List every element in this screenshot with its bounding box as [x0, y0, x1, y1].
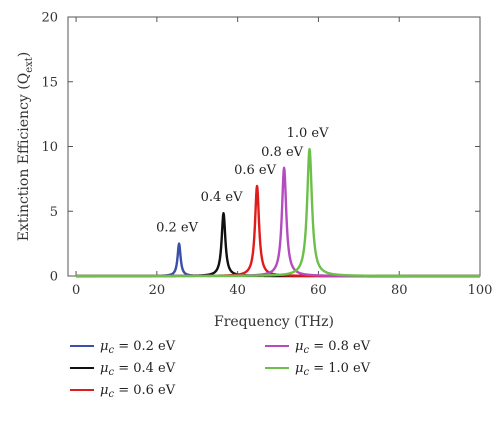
x-tick-label: 60: [310, 283, 327, 298]
legend-label: μc = 0.4 eV: [100, 361, 176, 378]
x-tick-label: 20: [149, 283, 166, 298]
y-axis-title-close: ): [16, 52, 32, 57]
legend-value: = 0.8 eV: [309, 339, 371, 354]
series-line-4: [75, 166, 481, 278]
legend-item-1: μc = 0.2 eV: [70, 339, 176, 356]
legend-sub: c: [108, 367, 114, 378]
x-tick-label: 40: [229, 283, 246, 298]
legend-item-3: μc = 0.6 eV: [70, 383, 176, 400]
series-line-5: [75, 147, 481, 278]
legend-mu: μ: [100, 339, 108, 354]
legend-mu: μ: [295, 339, 303, 354]
legend-mu: μ: [295, 361, 303, 376]
legend-value: = 0.2 eV: [114, 339, 176, 354]
legend-sub: c: [303, 367, 309, 378]
peak-label-5: 1.0 eV: [287, 126, 330, 141]
series-line-2: [75, 211, 481, 278]
peak-label-1: 0.2 eV: [156, 221, 199, 236]
legend-sub: c: [108, 345, 114, 356]
legend-item-5: μc = 1.0 eV: [265, 361, 371, 378]
legend-label: μc = 0.2 eV: [100, 339, 176, 356]
legend-mu: μ: [100, 383, 108, 398]
legend-label: μc = 1.0 eV: [295, 361, 371, 378]
legend-value: = 1.0 eV: [309, 361, 371, 376]
legend-value: = 0.6 eV: [114, 383, 176, 398]
y-tick-label: 20: [41, 11, 58, 26]
y-axis-title-sub: ext: [24, 57, 35, 73]
x-tick-label: 0: [72, 283, 80, 298]
y-tick-label: 15: [41, 75, 58, 90]
x-tick-label: 80: [391, 283, 408, 298]
legend-item-2: μc = 0.4 eV: [70, 361, 176, 378]
y-tick-label: 0: [50, 270, 58, 285]
x-axis-title: Frequency (THz): [214, 314, 334, 330]
legend-label: μc = 0.6 eV: [100, 383, 176, 400]
y-axis-title-group: Extinction Efficiency (Qext): [16, 52, 35, 242]
x-tick-label: 100: [468, 283, 493, 298]
peak-label-2: 0.4 eV: [201, 190, 244, 205]
peak-label-4: 0.8 eV: [261, 145, 304, 160]
legend-sub: c: [303, 345, 309, 356]
legend-label: μc = 0.8 eV: [295, 339, 371, 356]
y-axis-title: Extinction Efficiency (Qext): [16, 52, 35, 242]
legend-item-4: μc = 0.8 eV: [265, 339, 371, 356]
y-axis-title-main: Extinction Efficiency (Q: [16, 73, 32, 241]
legend-value: = 0.4 eV: [114, 361, 176, 376]
legend-mu: μ: [100, 361, 108, 376]
y-tick-label: 10: [41, 140, 58, 155]
legend-sub: c: [108, 389, 114, 400]
y-tick-label: 5: [50, 205, 58, 220]
peak-label-3: 0.6 eV: [234, 163, 277, 178]
